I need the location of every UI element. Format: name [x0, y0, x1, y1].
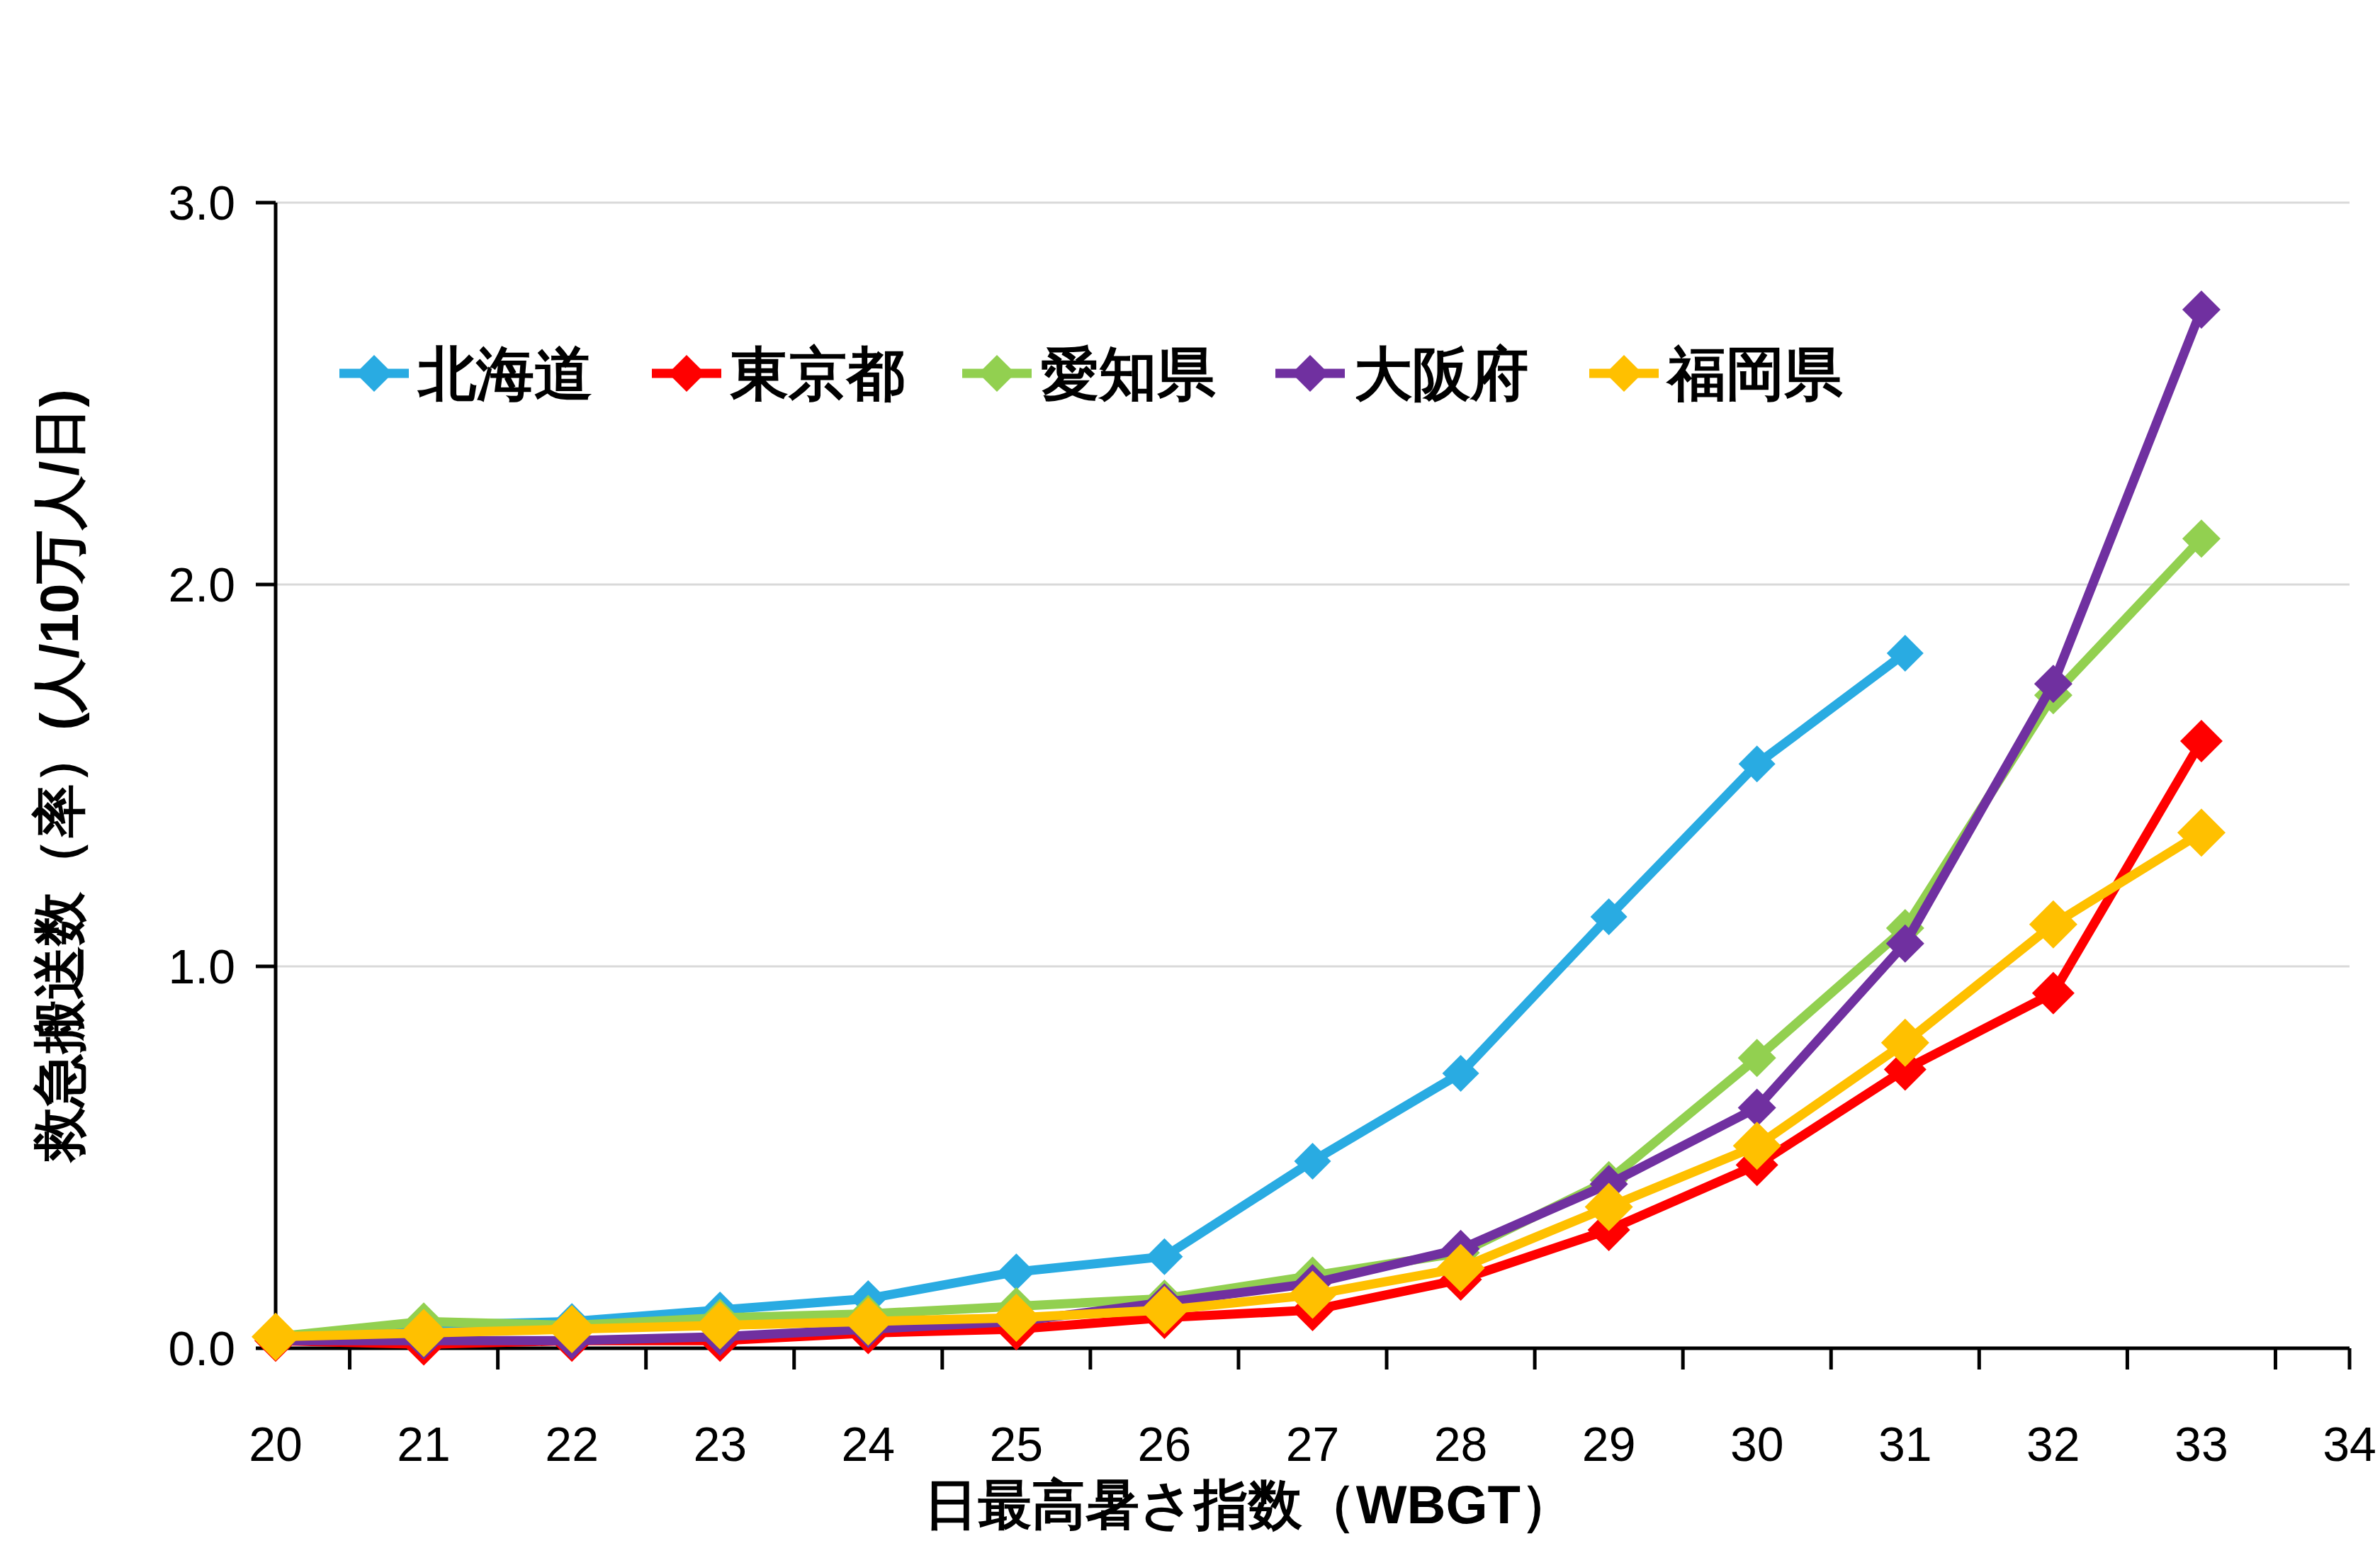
wbgt-ambulance-transport-chart: 0.0 1.0 2.0 3.0 20 21 22 23 24 25 26 27 28 29 30 31 32 3…	[0, 0, 2380, 1553]
x-tick-label: 26	[1138, 1417, 1192, 1471]
x-tick-label: 30	[1730, 1417, 1784, 1471]
x-tick-label: 31	[1878, 1417, 1932, 1471]
y-tick-label: 0.0	[168, 1321, 235, 1375]
x-axis-title: 日最高暑さ指数（WBGT）	[924, 1474, 1574, 1535]
x-tick-label: 24	[841, 1417, 895, 1471]
x-tick-label: 32	[2026, 1417, 2080, 1471]
x-tick-label: 34	[2323, 1417, 2376, 1471]
legend-label-osaka: 大阪府	[1354, 341, 1528, 406]
x-tick-label: 21	[397, 1417, 451, 1471]
x-tick-label: 22	[545, 1417, 599, 1471]
y-tick-label: 3.0	[168, 176, 235, 230]
y-tick-label: 2.0	[168, 558, 235, 611]
x-axis-tick-labels: 20 21 22 23 24 25 26 27 28 29 30 31 32 33 34	[249, 1417, 2376, 1471]
x-tick-label: 33	[2175, 1417, 2228, 1471]
x-tick-label: 28	[1434, 1417, 1488, 1471]
x-tick-label: 23	[693, 1417, 747, 1471]
legend-label-hokkaido: 北海道	[417, 341, 592, 406]
legend-label-tokyo: 東京都	[730, 341, 905, 406]
x-tick-label: 25	[990, 1417, 1044, 1471]
x-tick-label: 20	[249, 1417, 303, 1471]
x-tick-label: 27	[1286, 1417, 1340, 1471]
chart-svg: 0.0 1.0 2.0 3.0 20 21 22 23 24 25 26 27 28 29 30 31 32 3…	[0, 0, 2380, 1553]
x-tick-label: 29	[1582, 1417, 1636, 1471]
y-tick-label: 1.0	[168, 939, 235, 993]
legend-label-fukuoka: 福岡県	[1666, 341, 1843, 406]
legend-label-aichi: 愛知県	[1041, 341, 1216, 406]
y-axis-title: 救急搬送数（率）(人/10万人/日)	[29, 389, 89, 1163]
